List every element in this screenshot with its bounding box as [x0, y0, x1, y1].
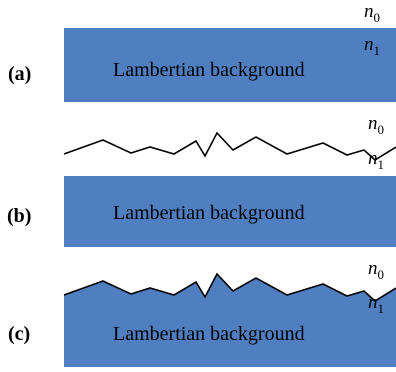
panel-a-label: (a)	[8, 63, 31, 85]
panel-a: (a) Lambertian background n0 n1	[8, 1, 396, 102]
panel-b-n1-label: n1	[368, 148, 384, 172]
panel-a-n0-label: n0	[364, 1, 380, 25]
panel-b-n0-label: n0	[368, 113, 384, 137]
panel-b-background-text: Lambertian background	[113, 202, 305, 224]
panel-c-background-text: Lambertian background	[113, 323, 305, 345]
panel-a-n1-label: n1	[364, 34, 380, 58]
panel-c-n0-label: n0	[368, 258, 384, 282]
panel-c-rough-background-shape	[64, 274, 396, 367]
panel-b: (b) Lambertian background n0 n1	[7, 113, 396, 247]
panel-c-label: (c)	[8, 323, 30, 345]
panel-c-n1-label: n1	[368, 292, 384, 316]
panel-a-background-text: Lambertian background	[113, 59, 305, 81]
panel-c: (c) Lambertian background n0 n1	[8, 258, 396, 367]
panel-a-background-rect	[64, 28, 396, 102]
panel-b-label: (b)	[7, 205, 31, 227]
panel-b-rough-surface-line	[63, 131, 396, 161]
panel-c-rough-surface-line	[63, 272, 396, 302]
panel-b-background-rect	[64, 176, 396, 247]
